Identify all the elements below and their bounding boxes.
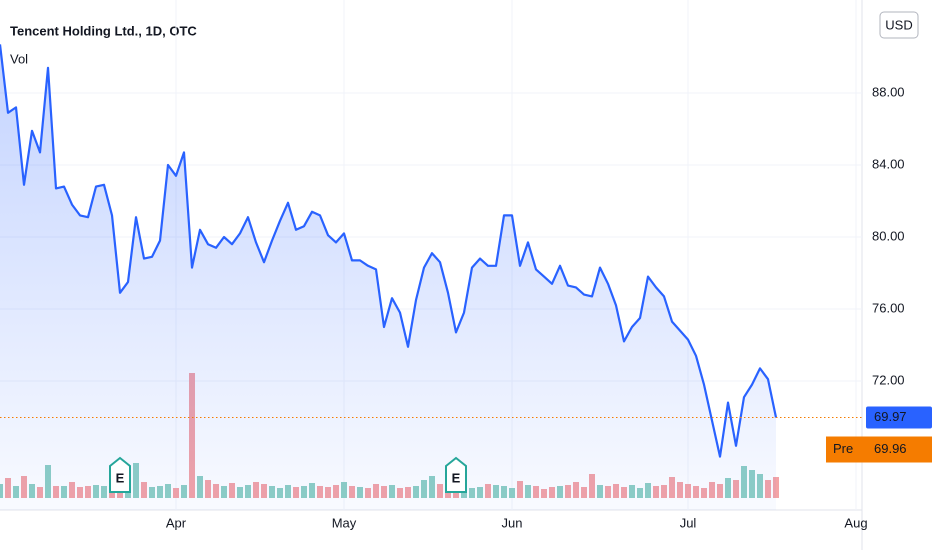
earnings-marker — [445, 456, 467, 493]
price-line — [0, 44, 778, 458]
last-price-label: 69.97 — [874, 409, 907, 424]
x-tick-label: Apr — [166, 515, 187, 530]
y-tick-label: 80.00 — [872, 228, 905, 243]
y-tick-label: 88.00 — [872, 84, 905, 99]
x-tick-label: May — [332, 515, 357, 530]
earnings-marker — [109, 456, 131, 493]
currency: USD — [885, 17, 912, 32]
y-tick-label: 76.00 — [872, 300, 905, 315]
currency-box[interactable] — [879, 11, 919, 39]
y-tick-label: 72.00 — [872, 372, 905, 387]
pre-market-name: Pre — [833, 441, 853, 456]
last-price-box — [866, 406, 932, 429]
area-fill — [0, 44, 776, 511]
earnings-label: E — [452, 470, 461, 485]
pre-market-label: 69.96 — [874, 441, 907, 456]
pre-market-box — [826, 436, 932, 463]
x-tick-label: Jun — [502, 515, 523, 530]
y-tick-label: 84.00 — [872, 156, 905, 171]
chart-title: Tencent Holding Ltd., 1D, OTC — [10, 23, 197, 38]
x-tick-label: Jul — [680, 515, 697, 530]
volume-label: Vol — [10, 51, 28, 66]
x-tick-label: Aug — [844, 515, 867, 530]
earnings-label: E — [116, 470, 125, 485]
